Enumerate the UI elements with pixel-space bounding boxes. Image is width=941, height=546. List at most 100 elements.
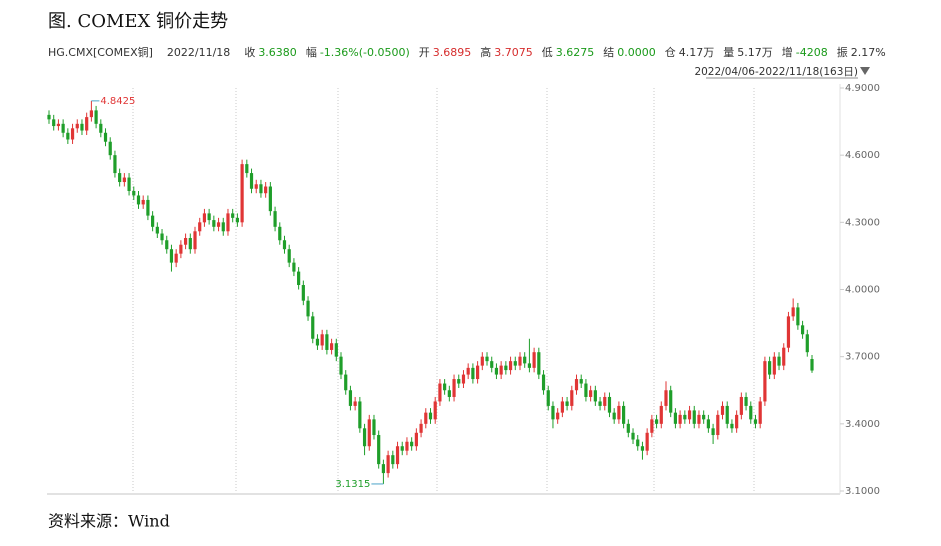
- candle-body: [362, 428, 367, 447]
- candle-body: [560, 401, 564, 413]
- candle-body: [377, 435, 381, 465]
- candle-body: [702, 414, 706, 420]
- y-tick-label: 4.6000: [845, 150, 880, 161]
- candle-body: [782, 347, 786, 366]
- field-label: 高: [480, 45, 491, 59]
- candle-body: [603, 396, 607, 406]
- candle-body: [461, 374, 466, 384]
- candle-body: [132, 190, 136, 196]
- candle-body: [118, 173, 122, 183]
- candle-body: [438, 383, 442, 402]
- candle-body: [593, 390, 597, 402]
- y-tick-label: 4.0000: [845, 285, 880, 296]
- candle-body: [122, 177, 126, 183]
- candle-body: [240, 164, 244, 223]
- candle-body: [264, 186, 268, 194]
- candle-body: [245, 164, 249, 174]
- candle-body: [405, 441, 409, 451]
- candle-body: [725, 405, 729, 424]
- candle-body: [537, 352, 541, 375]
- candle-body: [259, 184, 263, 194]
- field-value: 5.17万: [737, 46, 773, 59]
- candle-body: [348, 390, 353, 406]
- quote-date: 2022/11/18: [167, 46, 230, 59]
- y-tick-label: 4.9000: [845, 83, 880, 94]
- candle-body: [297, 271, 301, 286]
- candle-body: [471, 367, 475, 380]
- candle-body: [85, 117, 89, 131]
- candle-body: [287, 249, 291, 263]
- candle-body: [367, 419, 371, 447]
- field-label: 结: [603, 46, 614, 59]
- candle-body: [249, 173, 254, 189]
- field-label: 振: [837, 45, 848, 59]
- candle-body: [381, 464, 386, 474]
- candle-body: [103, 132, 108, 142]
- date-range: 2022/04/06-2022/11/18(163日): [694, 66, 858, 78]
- candle-body: [763, 361, 767, 402]
- candle-body: [692, 410, 696, 424]
- candle-body: [730, 423, 734, 429]
- candle-body: [697, 414, 701, 424]
- candle-body: [645, 432, 649, 451]
- candle-body: [155, 226, 159, 234]
- y-tick-label: 4.3000: [845, 217, 880, 228]
- candle-body: [278, 226, 282, 241]
- candle-body: [786, 316, 791, 348]
- candle-body: [551, 405, 555, 420]
- candle-body: [612, 412, 616, 420]
- candle-body: [800, 325, 805, 335]
- candle-body: [127, 177, 131, 191]
- candle-body: [796, 307, 800, 326]
- candle-body: [165, 240, 169, 250]
- candle-body: [339, 356, 343, 375]
- candle-body: [683, 414, 687, 420]
- candle-body: [315, 338, 320, 346]
- candle-body: [424, 412, 428, 424]
- candle-body: [626, 423, 630, 433]
- candle-body: [640, 446, 645, 451]
- candle-body: [320, 334, 324, 346]
- candle-body: [523, 356, 527, 364]
- candle-body: [52, 119, 56, 127]
- candle-body: [570, 390, 574, 406]
- candle-body: [395, 446, 400, 465]
- candle-body: [720, 405, 725, 415]
- candle-body: [202, 213, 207, 223]
- candle-body: [94, 110, 98, 124]
- candle-body: [664, 390, 668, 406]
- candle-body: [198, 222, 202, 232]
- candle-body: [47, 114, 51, 120]
- candle-body: [56, 123, 61, 127]
- source: 资料来源：Wind: [48, 512, 170, 531]
- candle-body: [758, 401, 762, 424]
- candle-body: [579, 379, 583, 384]
- candle-body: [541, 374, 546, 391]
- candle-body: [636, 439, 640, 447]
- candle-body: [480, 356, 484, 366]
- candle-body: [61, 123, 65, 133]
- candle-body: [235, 217, 239, 223]
- candle-body: [174, 253, 178, 263]
- candle-body: [193, 231, 197, 250]
- field-label: 低: [542, 46, 553, 59]
- candle-body: [735, 414, 739, 429]
- field-value: 4.17万: [679, 46, 715, 59]
- candle-body: [532, 352, 536, 368]
- candle-body: [358, 401, 362, 429]
- candle-body: [607, 396, 612, 413]
- candle-body: [622, 405, 626, 424]
- candle-body: [306, 300, 310, 317]
- candle-body: [179, 244, 183, 254]
- candle-body: [311, 316, 315, 339]
- candle-body: [447, 390, 451, 397]
- field-value: 3.6275: [556, 46, 595, 59]
- y-tick-label: 3.4000: [845, 419, 880, 430]
- candle-body: [207, 213, 211, 221]
- candle-body: [706, 419, 710, 429]
- candle-body: [254, 184, 258, 189]
- candle-body: [556, 412, 560, 420]
- candle-body: [151, 215, 155, 227]
- range-dropdown[interactable]: [860, 67, 870, 75]
